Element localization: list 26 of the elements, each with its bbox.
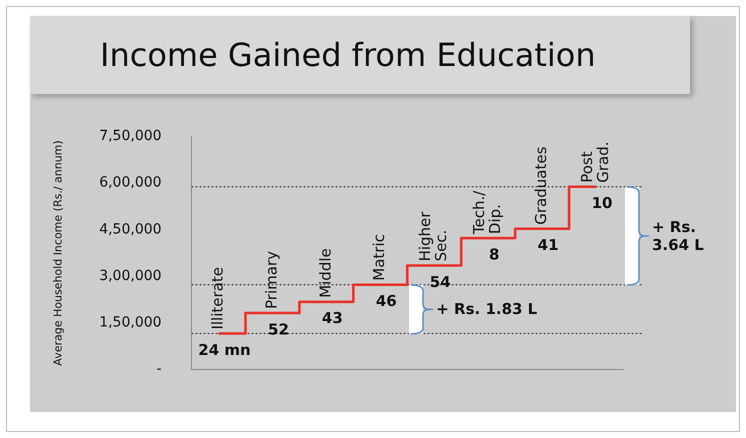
- y-tick-label: 6,00,000: [99, 174, 162, 191]
- x-tick-label: Primary: [262, 250, 280, 310]
- y-tick-label: 4,50,000: [99, 221, 162, 238]
- y-tick-label: 3,00,000: [99, 268, 162, 284]
- y-axis-title: Average Household Income (Rs./ annum): [51, 140, 64, 366]
- annotation: 54: [430, 272, 451, 291]
- text: + Rs. 3.64 L: [652, 218, 705, 254]
- x-tick-label: Higher Sec.: [416, 210, 450, 262]
- x-tick-label: Matric: [370, 234, 388, 281]
- annotation: 43: [322, 309, 343, 328]
- annotation: 52: [268, 320, 289, 338]
- chart-title: Income Gained from Education: [100, 36, 596, 74]
- x-tick-label: Middle: [316, 248, 334, 298]
- annotation: 10: [592, 194, 612, 212]
- x-tick-label: Graduates: [532, 146, 550, 225]
- x-tick-label: Post Grad.: [578, 141, 612, 183]
- x-tick-label: Tech./ Dip.: [470, 190, 504, 236]
- y-tick-label: -: [156, 361, 162, 378]
- annotation: 8: [488, 245, 500, 264]
- annotation: + Rs. 1.83 L: [436, 300, 538, 318]
- annotation: 41: [538, 236, 559, 254]
- annotation: 24 mn: [198, 340, 251, 359]
- x-tick-label: Illiterate: [208, 267, 226, 330]
- annotation: 46: [376, 292, 397, 310]
- y-tick-label: 7,50,000: [99, 128, 162, 144]
- y-tick-label: 1,50,000: [99, 314, 162, 331]
